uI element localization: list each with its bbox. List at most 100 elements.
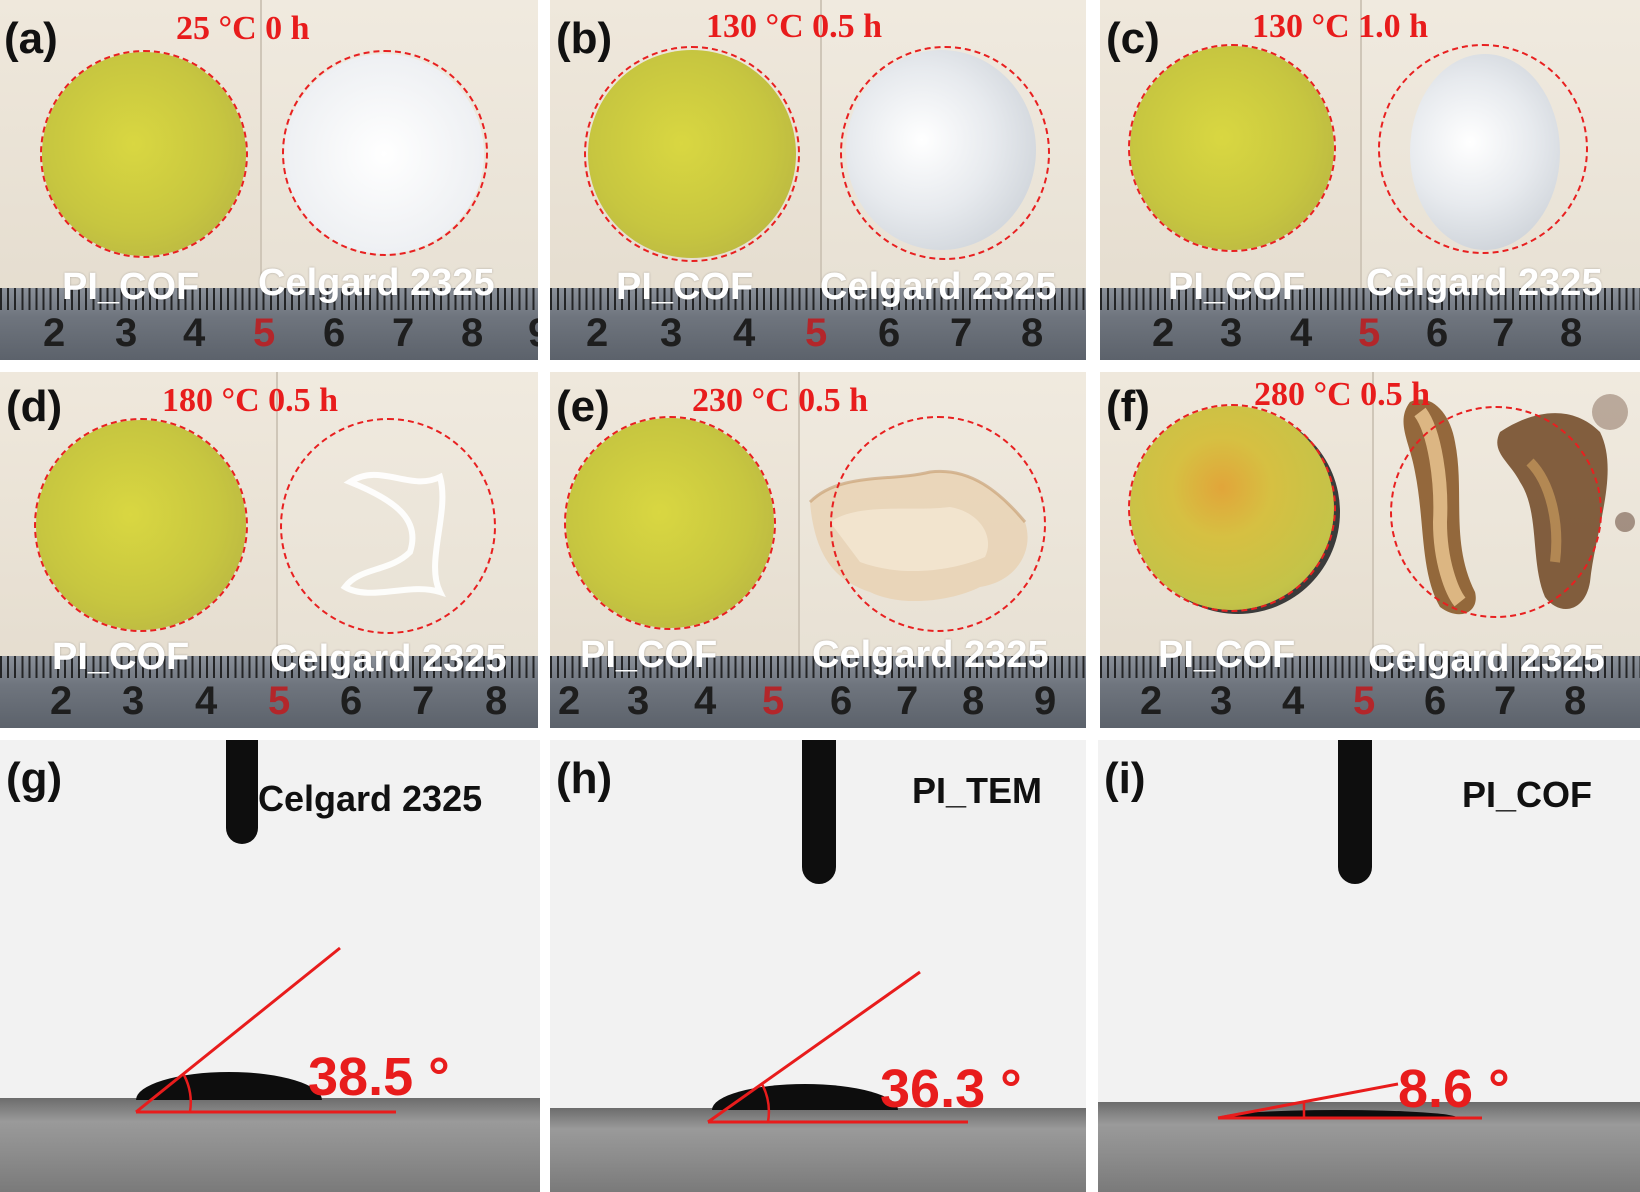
ruler-number: 8 xyxy=(1564,679,1587,723)
water-droplet xyxy=(1218,1110,1458,1118)
ruler-number: 5 xyxy=(253,311,276,355)
ruler-number: 2 xyxy=(586,311,609,355)
sample-label-right: Celgard 2325 xyxy=(820,266,1057,308)
angle-lines xyxy=(707,970,968,1124)
ruler-number: 5 xyxy=(1353,679,1376,723)
ruler-number: 7 xyxy=(950,311,973,355)
membrane-substrate xyxy=(0,1098,540,1192)
ruler-number: 4 xyxy=(1282,679,1305,723)
ruler-number: 4 xyxy=(694,679,717,723)
ruler-number: 2 xyxy=(1140,679,1163,723)
sample-label-left: PI_COF xyxy=(1158,634,1296,676)
panel-label: (d) xyxy=(6,382,63,431)
panel-e: 2 3 4 5 6 7 8 9 (e) 230 °C 0.5 h PI_COF … xyxy=(550,372,1086,728)
syringe-needle xyxy=(1338,740,1372,884)
ruler-number: 6 xyxy=(830,679,853,723)
syringe-needle xyxy=(802,740,836,884)
contact-angle-value: 36.3 ° xyxy=(880,1059,1022,1119)
condition-label: 180 °C 0.5 h xyxy=(162,382,339,419)
sample-label-left: PI_COF xyxy=(62,266,200,308)
ruler-number: 4 xyxy=(733,311,756,355)
ruler-number: 6 xyxy=(1424,679,1447,723)
panel-h: (h) PI_TEM 36.3 ° xyxy=(550,740,1086,1192)
ruler-number: 3 xyxy=(122,679,145,723)
sample-label-right: Celgard 2325 xyxy=(1368,638,1605,680)
sample-label-left: PI_COF xyxy=(616,266,754,308)
ruler-number: 5 xyxy=(805,311,828,355)
panel-label: (g) xyxy=(6,754,63,803)
sample-label-left: PI_COF xyxy=(580,634,718,676)
ruler-number: 4 xyxy=(195,679,218,723)
panel-a: 2 3 4 5 6 7 8 9 (a) 25 °C 0 h PI_COF Cel… xyxy=(0,0,538,360)
ruler-number: 3 xyxy=(627,679,650,723)
film-label: Celgard 2325 xyxy=(258,778,483,819)
ruler-number: 3 xyxy=(1210,679,1233,723)
panel-label: (a) xyxy=(4,14,58,63)
condition-label: 230 °C 0.5 h xyxy=(692,382,869,419)
celgard-outline xyxy=(280,418,496,634)
panel-label: (b) xyxy=(556,14,613,63)
ruler: 2 3 4 5 6 7 8 xyxy=(1100,656,1640,728)
pi-cof-outline xyxy=(584,46,800,262)
ruler-number: 6 xyxy=(878,311,901,355)
ruler-number: 4 xyxy=(183,311,206,355)
panel-c: 2 3 4 5 6 7 8 (c) 130 °C 1.0 h PI_COF Ce… xyxy=(1100,0,1640,360)
condition-label: 130 °C 1.0 h xyxy=(1252,8,1429,45)
ruler-number: 3 xyxy=(1220,311,1243,355)
ruler-number: 7 xyxy=(392,311,415,355)
celgard-outline xyxy=(840,46,1050,260)
panel-i: (i) PI_COF 8.6 ° xyxy=(1098,740,1640,1192)
panel-b: 2 3 4 5 6 7 8 (b) 130 °C 0.5 h PI_COF Ce… xyxy=(550,0,1086,360)
ruler-number: 5 xyxy=(1358,311,1381,355)
panel-label: (f) xyxy=(1106,382,1150,431)
celgard-outline xyxy=(282,50,488,256)
ruler-number: 3 xyxy=(115,311,138,355)
panel-label: (i) xyxy=(1104,754,1146,803)
ruler: 2 3 4 5 6 7 8 xyxy=(0,656,538,728)
ruler-number: 6 xyxy=(1426,311,1449,355)
ruler-number: 9 xyxy=(1034,679,1057,723)
sample-label-right: Celgard 2325 xyxy=(270,638,507,680)
sample-label-right: Celgard 2325 xyxy=(1366,262,1603,304)
ruler-number: 8 xyxy=(1560,311,1583,355)
celgard-outline xyxy=(830,416,1046,632)
panel-d: 2 3 4 5 6 7 8 (d) 180 °C 0.5 h PI_COF Ce… xyxy=(0,372,538,728)
ruler-number: 2 xyxy=(43,311,66,355)
panel-f: 2 3 4 5 6 7 8 (f) 280 °C 0.5 h PI_COF Ce… xyxy=(1100,372,1640,728)
pi-cof-outline xyxy=(1128,44,1336,252)
angle-lines xyxy=(135,946,396,1114)
ruler-number: 8 xyxy=(485,679,508,723)
ruler-number: 7 xyxy=(1494,679,1517,723)
ruler-number: 7 xyxy=(412,679,435,723)
pi-cof-outline xyxy=(1128,404,1336,612)
ruler-number: 2 xyxy=(50,679,73,723)
sample-label-left: PI_COF xyxy=(1168,266,1306,308)
ruler-number: 7 xyxy=(1492,311,1515,355)
celgard-outline xyxy=(1378,44,1588,254)
ruler-number: 5 xyxy=(268,679,291,723)
celgard-outline xyxy=(1390,406,1602,618)
film-label: PI_TEM xyxy=(912,770,1043,811)
ruler-number: 3 xyxy=(660,311,683,355)
ruler: 2 3 4 5 6 7 8 9 xyxy=(0,288,538,360)
ruler: 2 3 4 5 6 7 8 9 xyxy=(550,656,1086,728)
ruler-number: 5 xyxy=(762,679,785,723)
contact-angle-value: 38.5 ° xyxy=(308,1047,450,1107)
condition-label: 25 °C 0 h xyxy=(176,10,310,47)
sample-label-right: Celgard 2325 xyxy=(812,634,1049,676)
panel-label: (h) xyxy=(556,754,613,803)
syringe-needle xyxy=(226,740,258,844)
angle-lines xyxy=(1217,1082,1482,1120)
ruler-number: 8 xyxy=(962,679,985,723)
pi-cof-outline xyxy=(40,50,248,258)
pi-cof-outline xyxy=(34,418,248,632)
sample-label-right: Celgard 2325 xyxy=(258,262,495,304)
ruler-number: 8 xyxy=(461,311,484,355)
panel-g: (g) Celgard 2325 38.5 ° xyxy=(0,740,540,1192)
condition-label: 280 °C 0.5 h xyxy=(1254,376,1431,413)
ruler: 2 3 4 5 6 7 8 xyxy=(550,288,1086,360)
sample-label-left: PI_COF xyxy=(52,636,190,678)
panel-label: (e) xyxy=(556,382,610,431)
contact-angle-value: 8.6 ° xyxy=(1398,1059,1510,1119)
ruler-number: 9 xyxy=(528,311,538,356)
